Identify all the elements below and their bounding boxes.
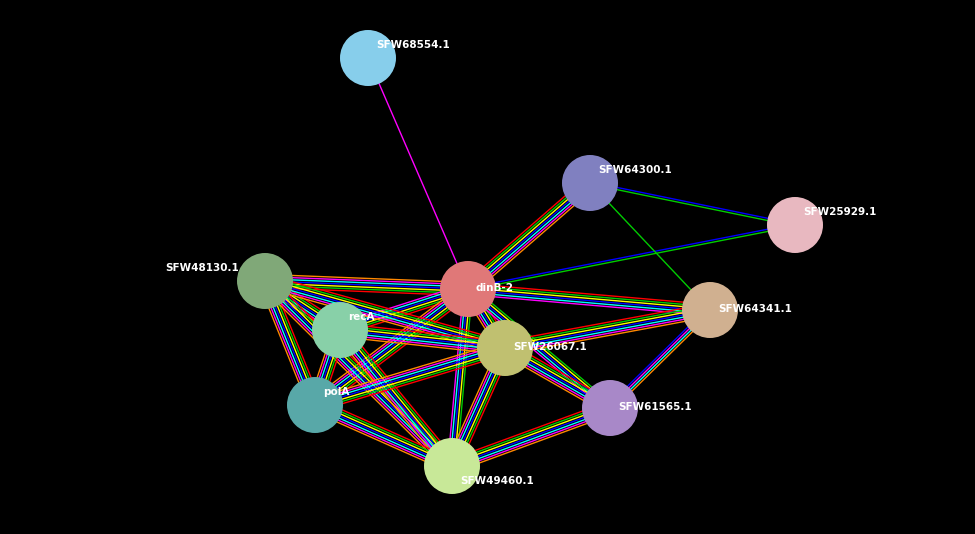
Text: SFW48130.1: SFW48130.1 — [165, 263, 239, 273]
Circle shape — [440, 261, 496, 317]
Circle shape — [477, 320, 533, 376]
Text: SFW49460.1: SFW49460.1 — [460, 476, 533, 486]
Text: recA: recA — [348, 312, 374, 322]
Circle shape — [237, 253, 293, 309]
Circle shape — [312, 302, 368, 358]
Text: SFW26067.1: SFW26067.1 — [513, 342, 587, 352]
Text: SFW68554.1: SFW68554.1 — [376, 40, 449, 50]
Circle shape — [424, 438, 480, 494]
Text: SFW64341.1: SFW64341.1 — [718, 304, 792, 314]
Circle shape — [767, 197, 823, 253]
Circle shape — [562, 155, 618, 211]
Circle shape — [340, 30, 396, 86]
Text: dinB-2: dinB-2 — [476, 283, 514, 293]
Circle shape — [582, 380, 638, 436]
Text: SFW25929.1: SFW25929.1 — [803, 207, 877, 217]
Circle shape — [287, 377, 343, 433]
Text: polA: polA — [323, 387, 349, 397]
Circle shape — [682, 282, 738, 338]
Text: SFW61565.1: SFW61565.1 — [618, 402, 691, 412]
Text: SFW64300.1: SFW64300.1 — [598, 165, 672, 175]
